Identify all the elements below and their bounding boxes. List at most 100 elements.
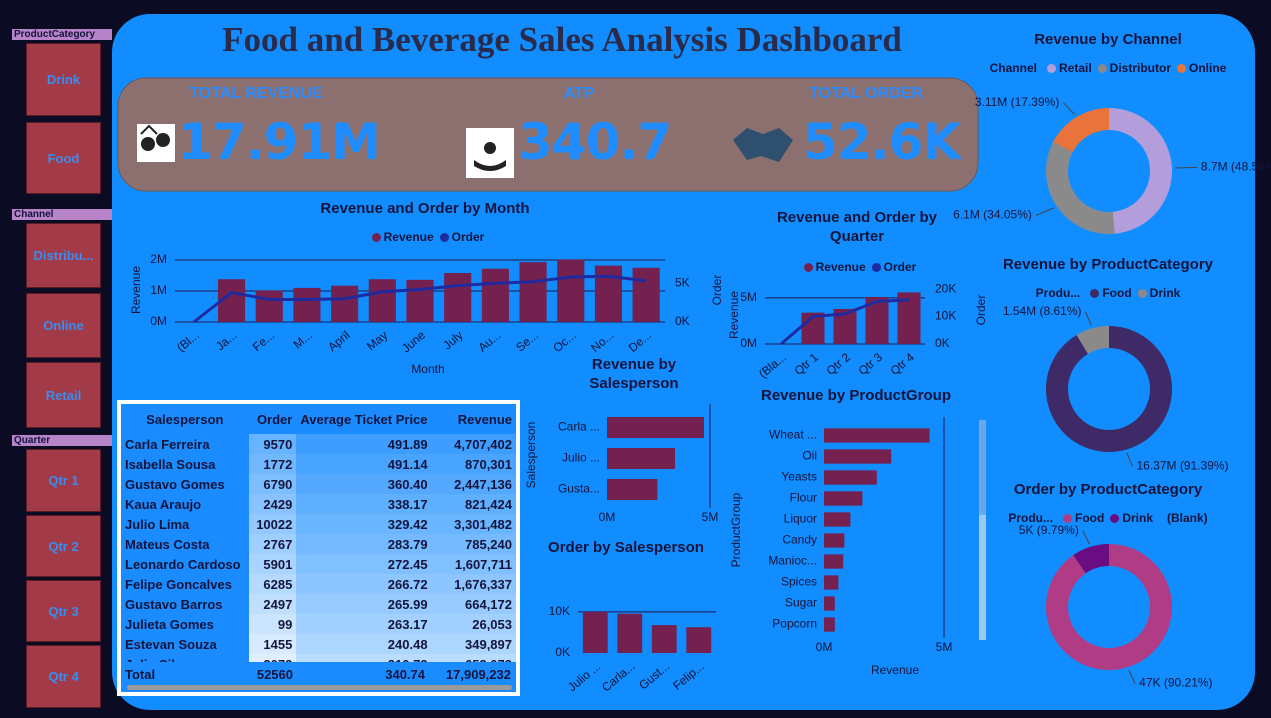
table-cell: Felipe Goncalves — [125, 576, 232, 592]
legend-label: Online — [1189, 61, 1227, 75]
legend-label: Drink — [1149, 286, 1181, 300]
table-body: Salesperson Order Average Ticket Price Reve… — [121, 404, 516, 662]
data-label: 1.54M (8.61%) — [1003, 304, 1082, 318]
bar — [686, 627, 712, 653]
legend-label: Retail — [1058, 61, 1092, 75]
y2-axis-title: Order — [710, 275, 724, 306]
data-label: 8.7M (48.56%) — [1201, 160, 1271, 174]
y2-tick-label: 20K — [935, 281, 956, 295]
slicer-button[interactable]: Drink — [26, 43, 101, 116]
table-cell: Carla Ferreira — [125, 436, 210, 452]
data-label: 47K (90.21%) — [1139, 676, 1212, 690]
donut-slice — [1046, 544, 1172, 670]
legend-label: Order — [883, 260, 917, 274]
legend-label: Revenue — [383, 230, 434, 244]
leader-line — [1062, 102, 1076, 115]
total-cell: 340.74 — [297, 662, 429, 686]
x-tick-label: 5M — [936, 640, 953, 654]
kpi-label: ATP — [563, 85, 595, 102]
bar — [255, 290, 283, 322]
slicer-button[interactable]: Qtr 1 — [26, 449, 101, 512]
kpi-label: TOTAL REVENUE — [189, 85, 323, 102]
donut-slice — [1046, 141, 1115, 234]
y-axis-title: Revenue — [727, 291, 741, 339]
y2-tick-label: 0K — [675, 314, 690, 328]
y-tick-label: Flour — [790, 491, 817, 505]
table-cell: Leonardo Cardoso — [125, 556, 241, 572]
table-cell: 785,240 — [431, 534, 516, 554]
bar — [651, 625, 677, 653]
slicer-button[interactable]: Retail — [26, 362, 101, 428]
y-tick-label: Sugar — [785, 596, 817, 610]
leader-line — [1174, 166, 1197, 169]
column-header[interactable]: Revenue — [457, 411, 512, 427]
chart-title: Revenue and Order by Quarter — [776, 209, 938, 245]
legend-title: Produ... — [1035, 286, 1081, 300]
bar — [824, 575, 839, 590]
chart-title: Order by Salesperson — [548, 539, 704, 556]
table-cell: 664,172 — [431, 594, 516, 614]
y-tick-label: Yeasts — [781, 470, 817, 484]
scrollbar-thumb — [979, 420, 986, 515]
column-header[interactable]: Order — [256, 411, 293, 427]
table-cell: 6285 — [248, 574, 297, 594]
bar — [824, 533, 845, 548]
slicer-button[interactable]: Qtr 3 — [26, 580, 101, 642]
slicer-button[interactable]: Online — [26, 293, 101, 358]
legend-label: Food — [1074, 511, 1105, 525]
table-cell: 2767 — [248, 534, 297, 554]
legend-marker — [871, 263, 881, 272]
bar — [617, 613, 643, 653]
legend-label: Order — [451, 230, 485, 244]
table-cell: 1,607,711 — [431, 554, 516, 574]
slicer-button[interactable]: Qtr 2 — [26, 515, 101, 577]
table-cell: 1772 — [248, 454, 297, 474]
legend-marker — [439, 233, 449, 242]
table-cell: 283.79 — [296, 534, 432, 554]
table-cell: 5901 — [248, 554, 297, 574]
bar — [824, 428, 930, 443]
table-cell: 329.42 — [296, 514, 432, 534]
table-cell: Julio Silva — [121, 654, 249, 663]
table-cell: 349,897 — [431, 634, 516, 654]
column-header[interactable]: Salesperson — [146, 411, 224, 427]
y2-axis-title: Order — [974, 295, 988, 326]
bar — [824, 596, 835, 611]
y-tick-label: 10K — [549, 604, 570, 618]
bar — [607, 478, 658, 501]
y-tick-label: Popcorn — [772, 617, 817, 631]
legend-marker — [803, 263, 813, 272]
table-cell: 360.40 — [296, 474, 432, 494]
y-tick-label: Carla ... — [558, 420, 600, 434]
total-cell: Total — [121, 662, 249, 686]
table-cell: 491.14 — [296, 454, 432, 474]
legend-marker — [371, 233, 381, 242]
legend: Produ... Food Drink (Blank) — [908, 511, 1271, 525]
bar — [897, 292, 921, 344]
legend-label: Food — [1102, 286, 1132, 300]
x-tick-label: 5M — [702, 510, 719, 524]
column-header[interactable]: Average Ticket Price — [300, 411, 428, 427]
bar — [824, 554, 844, 569]
chart-title: Revenue and Order by Month — [320, 200, 530, 217]
table-cell: 338.17 — [296, 494, 432, 514]
slicer-button[interactable]: Qtr 4 — [26, 645, 101, 708]
table-cell: 10022 — [248, 514, 297, 534]
table-cell: Gustavo Gomes — [125, 476, 225, 492]
slicer-header: Quarter — [12, 435, 112, 446]
x-axis-title: Month — [411, 362, 444, 376]
table-cell: 491.89 — [296, 434, 432, 454]
slicer-header: ProductCategory — [12, 29, 112, 40]
slicer-button[interactable]: Food — [26, 122, 101, 194]
kpi-panel — [117, 77, 979, 192]
table-grid: Salesperson Order Average Ticket Price Reve… — [121, 404, 516, 662]
y-axis-title: Revenue — [129, 266, 143, 314]
data-label: 16.37M (91.39%) — [1136, 458, 1228, 472]
table-cell: 240.48 — [296, 634, 432, 654]
table-cell: 6790 — [248, 474, 297, 494]
table-cell: Kaua Araujo — [125, 496, 202, 512]
slicer-button[interactable]: Distribu... — [26, 223, 101, 288]
chart-title: Revenue by ProductGroup — [760, 387, 952, 404]
legend-marker — [1062, 514, 1072, 523]
table-cell: 265.99 — [296, 594, 432, 614]
